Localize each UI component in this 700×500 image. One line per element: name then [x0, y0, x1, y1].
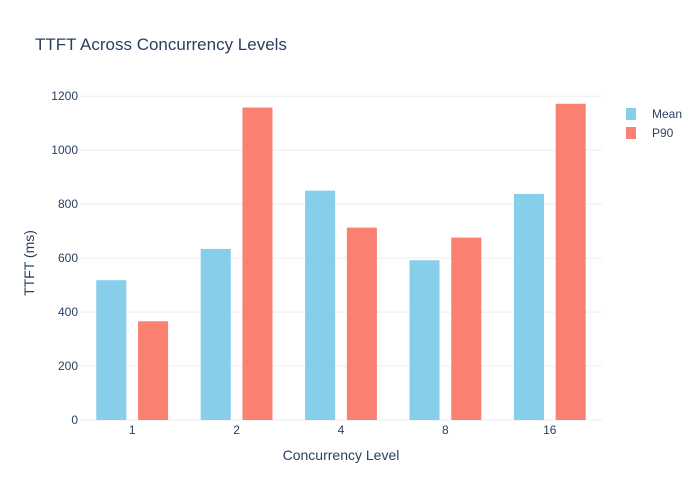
bar-mean-8[interactable]	[409, 260, 440, 420]
y-tick-600: 600	[58, 251, 78, 265]
x-tick-labels: 1 2 4 8 16	[129, 423, 557, 437]
y-tick-200: 200	[58, 359, 78, 373]
bar-mean-16[interactable]	[513, 193, 544, 420]
legend[interactable]: Mean P90	[626, 107, 682, 140]
y-tick-1200: 1200	[51, 89, 78, 103]
bar-p90-8[interactable]	[451, 237, 482, 420]
x-tick-1: 1	[129, 423, 136, 437]
bar-mean-2[interactable]	[200, 248, 231, 420]
chart-title: TTFT Across Concurrency Levels	[35, 35, 287, 54]
y-tick-1000: 1000	[51, 143, 78, 157]
legend-label-mean: Mean	[652, 107, 682, 121]
bar-layer	[96, 103, 586, 421]
y-axis-label: TTFT (ms)	[21, 230, 37, 296]
bar-p90-2[interactable]	[242, 107, 273, 421]
x-tick-16: 16	[543, 423, 557, 437]
y-tick-0: 0	[71, 413, 78, 427]
bar-mean-4[interactable]	[305, 190, 336, 420]
x-axis-label: Concurrency Level	[283, 447, 400, 463]
x-tick-8: 8	[442, 423, 449, 437]
y-tick-800: 800	[58, 197, 78, 211]
bar-p90-4[interactable]	[346, 227, 377, 420]
bar-p90-16[interactable]	[555, 103, 586, 420]
x-tick-4: 4	[338, 423, 345, 437]
legend-swatch-mean	[626, 108, 636, 120]
legend-swatch-p90	[626, 127, 636, 139]
x-tick-2: 2	[233, 423, 240, 437]
y-tick-400: 400	[58, 305, 78, 319]
bar-mean-1[interactable]	[96, 280, 127, 420]
y-tick-labels: 0 200 400 600 800 1000 1200	[51, 89, 78, 427]
bar-p90-1[interactable]	[138, 321, 169, 420]
legend-label-p90: P90	[652, 126, 674, 140]
